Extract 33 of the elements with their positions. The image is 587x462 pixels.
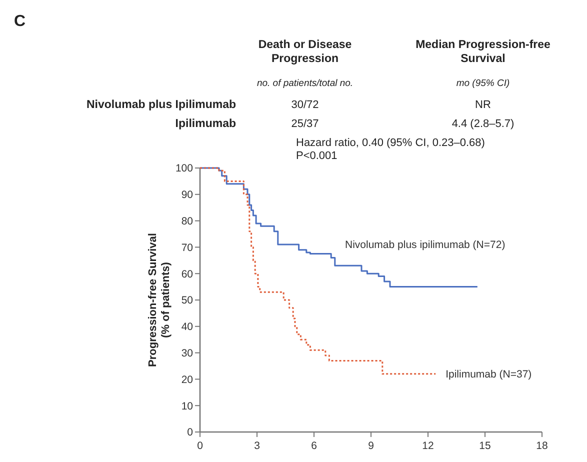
text: NR <box>475 99 491 111</box>
text: Hazard ratio, 0.40 (95% CI, 0.23–0.68) P<0.001 <box>296 137 485 162</box>
y-tick-label: 10 <box>181 400 194 412</box>
y-tick-label: 20 <box>181 374 194 386</box>
x-tick-label: 0 <box>197 440 204 452</box>
series-label: Ipilimumab (N=37) <box>446 368 532 381</box>
y-tick-label: 80 <box>181 215 194 228</box>
x-tick-label: 15 <box>479 440 491 452</box>
y-tick-label: 100 <box>175 162 194 175</box>
y-tick-label: 30 <box>181 347 194 360</box>
y-axis-title: Progression-free Survival (% of patients) <box>147 233 172 367</box>
text: Death or Disease Progression <box>258 39 352 65</box>
text: 30/72 <box>291 99 319 111</box>
x-tick-label: 18 <box>536 440 548 452</box>
x-tick-label: 3 <box>254 440 260 452</box>
text: no. of patients/total no. <box>256 78 354 89</box>
text: 25/37 <box>291 118 319 130</box>
y-tick-label: 0 <box>187 426 194 439</box>
text: Ipilimumab <box>175 118 236 130</box>
series-label: Nivolumab plus ipilimumab (N=72) <box>345 239 506 252</box>
x-tick-label: 12 <box>422 440 434 452</box>
y-tick-label: 40 <box>181 321 194 334</box>
text: C <box>14 13 26 30</box>
y-tick-label: 70 <box>181 242 194 254</box>
x-tick-label: 6 <box>311 440 318 452</box>
y-tick-label: 60 <box>181 268 194 280</box>
text: 4.4 (2.8–5.7) <box>452 118 514 130</box>
y-tick-label: 50 <box>181 294 194 307</box>
text: mo (95% CI) <box>456 78 510 89</box>
x-tick-label: 9 <box>368 440 374 452</box>
text: Median Progression-free Survival <box>416 39 550 65</box>
text: Nivolumab plus Ipilimumab <box>86 99 236 111</box>
y-tick-label: 90 <box>181 189 194 202</box>
